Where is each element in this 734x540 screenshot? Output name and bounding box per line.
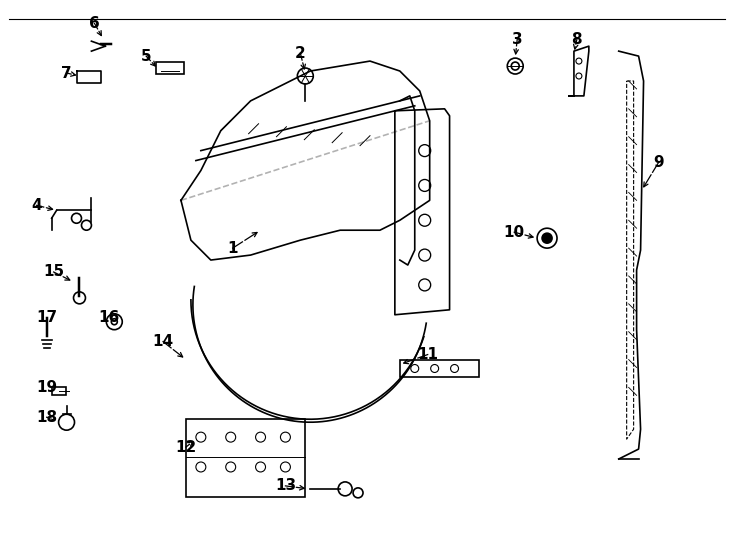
Text: 3: 3 [512,32,523,46]
Circle shape [542,233,552,243]
Text: 14: 14 [153,334,174,349]
Text: 8: 8 [572,32,582,46]
Text: 9: 9 [653,155,664,170]
Text: 13: 13 [275,478,296,494]
Text: 12: 12 [175,440,197,455]
Text: 1: 1 [228,241,238,255]
Text: 16: 16 [98,310,120,325]
Text: 4: 4 [32,198,42,213]
Text: 5: 5 [141,49,151,64]
Text: 11: 11 [417,347,438,362]
Text: 15: 15 [43,265,64,280]
Text: 7: 7 [61,65,72,80]
Text: 10: 10 [504,225,525,240]
Text: 18: 18 [36,410,57,425]
Text: 17: 17 [36,310,57,325]
Text: 19: 19 [36,380,57,395]
Text: 6: 6 [89,16,100,31]
Text: 2: 2 [295,45,306,60]
